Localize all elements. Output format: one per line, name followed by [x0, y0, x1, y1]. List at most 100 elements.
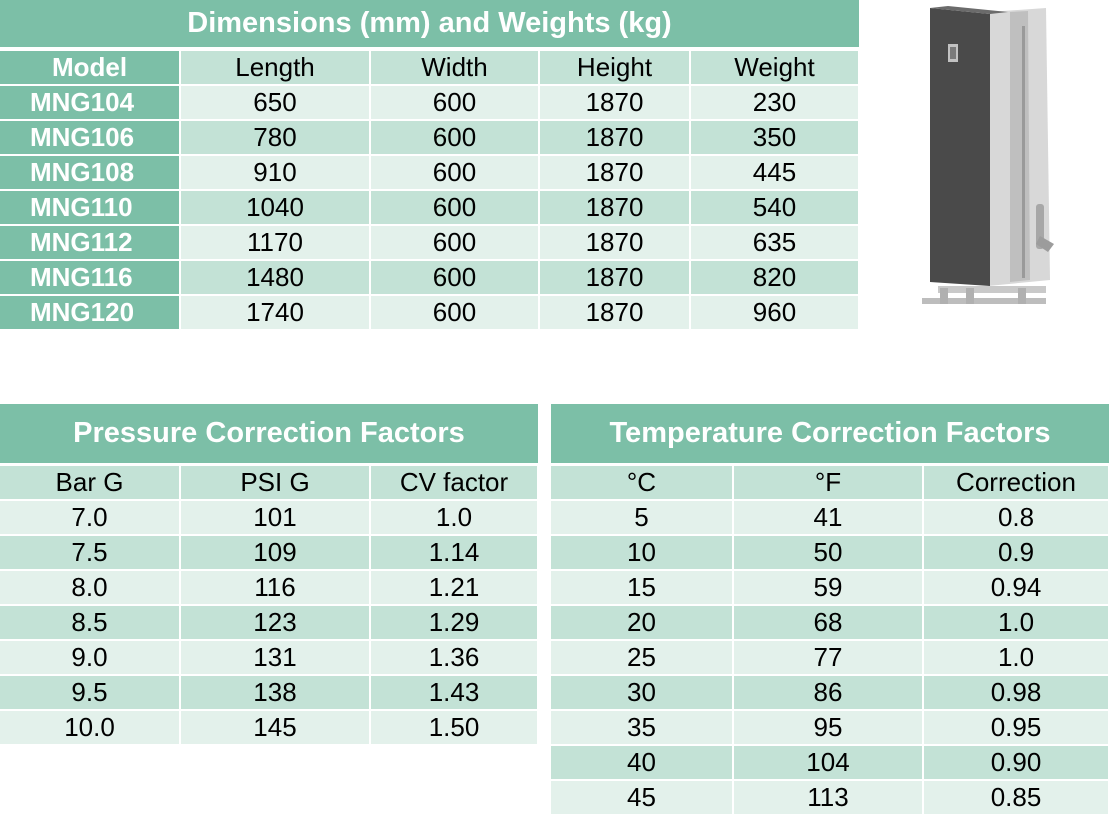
column-header-celsius: °C — [551, 464, 734, 501]
table-row: 10 50 0.9 — [551, 535, 1109, 571]
temperature-title: Temperature Correction Factors — [551, 404, 1109, 466]
correction-cell: 0.90 — [923, 745, 1109, 781]
celsius-cell: 15 — [551, 570, 734, 606]
celsius-cell: 30 — [551, 675, 734, 711]
width-cell: 600 — [370, 260, 540, 296]
length-cell: 1740 — [180, 295, 371, 331]
table-row: 7.0 101 1.0 — [0, 500, 540, 536]
length-cell: 650 — [180, 85, 371, 121]
width-cell: 600 — [370, 120, 540, 156]
celsius-cell: 10 — [551, 535, 734, 571]
table-row: MNG106 780 600 1870 350 — [0, 120, 860, 156]
fahrenheit-cell: 113 — [733, 780, 924, 816]
height-cell: 1870 — [539, 190, 691, 226]
height-cell: 1870 — [539, 120, 691, 156]
table-row: 35 95 0.95 — [551, 710, 1109, 746]
celsius-cell: 5 — [551, 500, 734, 536]
model-cell: MNG112 — [0, 225, 181, 261]
model-cell: MNG110 — [0, 190, 181, 226]
cv-cell: 1.14 — [370, 535, 540, 571]
table-row: 8.0 116 1.21 — [0, 570, 540, 606]
weight-cell: 540 — [690, 190, 860, 226]
height-cell: 1870 — [539, 155, 691, 191]
dimensions-table: Dimensions (mm) and Weights (kg) Model L… — [0, 0, 860, 331]
table-row: 9.5 138 1.43 — [0, 675, 540, 711]
psi-cell: 109 — [180, 535, 371, 571]
table-row: 20 68 1.0 — [551, 605, 1109, 641]
correction-cell: 0.8 — [923, 500, 1109, 536]
column-header-height: Height — [539, 49, 691, 86]
column-header-width: Width — [370, 49, 540, 86]
bar-cell: 9.0 — [0, 640, 181, 676]
correction-cell: 0.94 — [923, 570, 1109, 606]
table-row: 15 59 0.94 — [551, 570, 1109, 606]
weight-cell: 445 — [690, 155, 860, 191]
model-cell: MNG120 — [0, 295, 181, 331]
table-row: 10.0 145 1.50 — [0, 710, 540, 746]
cv-cell: 1.29 — [370, 605, 540, 641]
celsius-cell: 20 — [551, 605, 734, 641]
length-cell: 780 — [180, 120, 371, 156]
bar-cell: 7.5 — [0, 535, 181, 571]
weight-cell: 635 — [690, 225, 860, 261]
weight-cell: 350 — [690, 120, 860, 156]
bar-cell: 10.0 — [0, 710, 181, 746]
height-cell: 1870 — [539, 260, 691, 296]
weight-cell: 230 — [690, 85, 860, 121]
length-cell: 910 — [180, 155, 371, 191]
celsius-cell: 35 — [551, 710, 734, 746]
correction-cell: 1.0 — [923, 640, 1109, 676]
height-cell: 1870 — [539, 85, 691, 121]
length-cell: 1170 — [180, 225, 371, 261]
table-row: 5 41 0.8 — [551, 500, 1109, 536]
cv-cell: 1.0 — [370, 500, 540, 536]
psi-cell: 116 — [180, 570, 371, 606]
model-cell: MNG108 — [0, 155, 181, 191]
fahrenheit-cell: 86 — [733, 675, 924, 711]
table-row: 25 77 1.0 — [551, 640, 1109, 676]
length-cell: 1040 — [180, 190, 371, 226]
table-row: 9.0 131 1.36 — [0, 640, 540, 676]
model-cell: MNG106 — [0, 120, 181, 156]
temperature-correction-table: Temperature Correction Factors °C °F Cor… — [551, 404, 1109, 816]
column-header-cv-factor: CV factor — [370, 464, 540, 501]
table-row: 8.5 123 1.29 — [0, 605, 540, 641]
model-cell: MNG104 — [0, 85, 181, 121]
psi-cell: 131 — [180, 640, 371, 676]
weight-cell: 820 — [690, 260, 860, 296]
cv-cell: 1.21 — [370, 570, 540, 606]
psi-cell: 138 — [180, 675, 371, 711]
height-cell: 1870 — [539, 295, 691, 331]
width-cell: 600 — [370, 295, 540, 331]
psi-cell: 145 — [180, 710, 371, 746]
dimensions-title: Dimensions (mm) and Weights (kg) — [0, 0, 859, 51]
table-row: MNG104 650 600 1870 230 — [0, 85, 860, 121]
table-row: MNG110 1040 600 1870 540 — [0, 190, 860, 226]
celsius-cell: 45 — [551, 780, 734, 816]
width-cell: 600 — [370, 225, 540, 261]
pressure-correction-table: Pressure Correction Factors Bar G PSI G … — [0, 404, 540, 746]
cv-cell: 1.50 — [370, 710, 540, 746]
correction-cell: 0.98 — [923, 675, 1109, 711]
fahrenheit-cell: 68 — [733, 605, 924, 641]
correction-cell: 0.95 — [923, 710, 1109, 746]
fahrenheit-cell: 41 — [733, 500, 924, 536]
fahrenheit-cell: 77 — [733, 640, 924, 676]
bar-cell: 8.0 — [0, 570, 181, 606]
table-row: 45 113 0.85 — [551, 780, 1109, 816]
cv-cell: 1.43 — [370, 675, 540, 711]
table-row: 7.5 109 1.14 — [0, 535, 540, 571]
weight-cell: 960 — [690, 295, 860, 331]
correction-cell: 1.0 — [923, 605, 1109, 641]
width-cell: 600 — [370, 155, 540, 191]
correction-cell: 0.85 — [923, 780, 1109, 816]
table-row: MNG108 910 600 1870 445 — [0, 155, 860, 191]
width-cell: 600 — [370, 85, 540, 121]
bar-cell: 9.5 — [0, 675, 181, 711]
pressure-title: Pressure Correction Factors — [0, 404, 539, 466]
table-row: 40 104 0.90 — [551, 745, 1109, 781]
width-cell: 600 — [370, 190, 540, 226]
fahrenheit-cell: 95 — [733, 710, 924, 746]
correction-cell: 0.9 — [923, 535, 1109, 571]
column-header-psi: PSI G — [180, 464, 371, 501]
